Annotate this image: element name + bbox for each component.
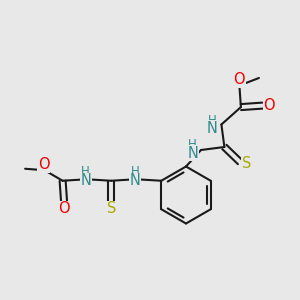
Text: H: H — [188, 138, 197, 152]
Text: O: O — [58, 202, 70, 216]
Text: H: H — [130, 165, 139, 178]
Text: S: S — [106, 202, 116, 216]
Text: N: N — [187, 146, 198, 160]
Text: O: O — [263, 98, 275, 113]
Text: H: H — [81, 165, 90, 178]
Text: N: N — [207, 121, 218, 136]
Text: S: S — [242, 156, 251, 171]
Text: N: N — [130, 173, 140, 188]
Text: N: N — [80, 173, 91, 188]
Text: O: O — [38, 157, 50, 172]
Text: H: H — [208, 114, 217, 128]
Text: O: O — [234, 72, 245, 87]
